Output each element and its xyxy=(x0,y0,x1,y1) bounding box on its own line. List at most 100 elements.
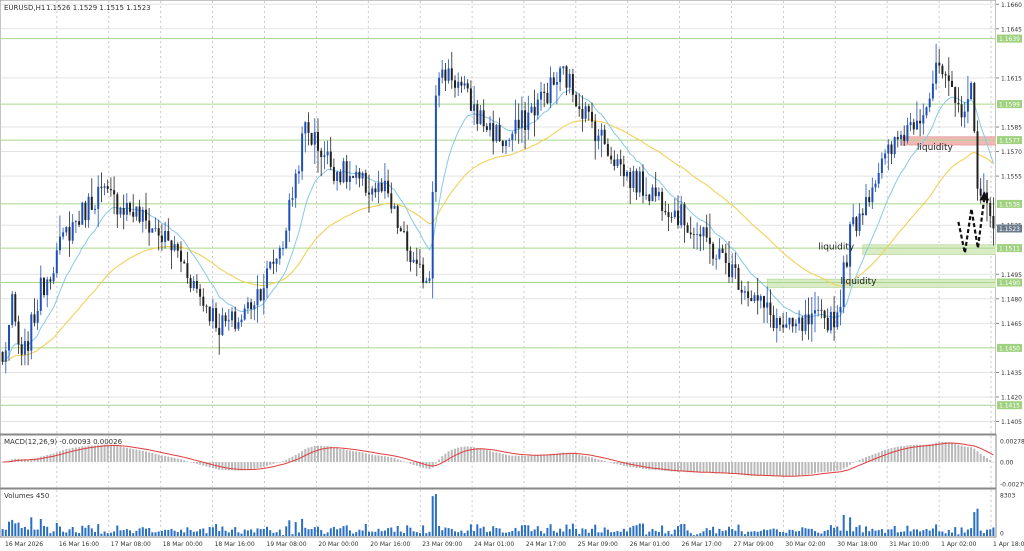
volume-bar xyxy=(849,517,852,536)
volume-bar xyxy=(801,527,804,536)
zone-labels: liquidity liquidity liquidity xyxy=(818,143,953,287)
candle-body xyxy=(297,171,300,174)
volume-bar xyxy=(734,530,737,536)
candle-body xyxy=(648,194,651,202)
candle-body xyxy=(785,324,788,328)
volume-bar xyxy=(524,525,527,536)
candle-body xyxy=(782,324,785,328)
candle-body xyxy=(766,302,769,308)
candle-body xyxy=(775,318,778,329)
candle-body xyxy=(514,119,517,134)
macd-bar xyxy=(297,453,300,462)
volume-bar xyxy=(648,531,651,536)
macd-bar xyxy=(508,455,511,462)
macd-bar xyxy=(46,455,49,462)
volume-bar xyxy=(227,532,230,536)
level-tag-text: 1.1538 xyxy=(999,201,1020,208)
price-tick-label: 1.1570 xyxy=(1001,149,1022,156)
volume-bar xyxy=(256,528,259,536)
macd-bar xyxy=(556,453,558,462)
macd-bar xyxy=(677,462,679,472)
macd-bar xyxy=(180,459,182,462)
volume-bar xyxy=(259,529,262,536)
candle-body xyxy=(342,161,345,183)
macd-bar xyxy=(724,462,727,474)
candle-body xyxy=(931,83,934,99)
volume-bar xyxy=(501,532,504,536)
macd-bar xyxy=(310,446,313,462)
candle-body xyxy=(208,306,211,322)
candle-body xyxy=(11,294,14,325)
candle-body xyxy=(119,208,122,215)
volume-bar xyxy=(724,530,727,536)
macd-bar xyxy=(192,462,195,464)
candle-body xyxy=(403,231,405,232)
time-tick-label: 19 Mar 08:00 xyxy=(267,541,307,548)
macd-bar xyxy=(224,462,227,471)
candle-body xyxy=(473,104,476,111)
volume-bar xyxy=(157,531,160,536)
macd-bar xyxy=(696,462,699,473)
candle-body xyxy=(740,289,743,293)
candle-body xyxy=(14,294,17,322)
candle-body xyxy=(253,305,256,310)
macd-bar xyxy=(584,456,587,462)
candle-body xyxy=(460,81,463,86)
candle-body xyxy=(141,209,144,222)
macd-bar xyxy=(498,453,501,462)
macd-bar xyxy=(339,449,342,462)
level-tag-text: 1.1415 xyxy=(999,403,1020,410)
price-tick-label: 1.1645 xyxy=(1001,26,1022,33)
volume-bar xyxy=(960,527,963,536)
volume-bar xyxy=(517,531,520,536)
macd-bar xyxy=(390,457,393,462)
candle-body xyxy=(304,122,307,134)
volume-bar xyxy=(782,532,785,536)
volume-bar xyxy=(855,527,858,536)
volume-bar xyxy=(65,532,68,536)
macd-bar xyxy=(645,462,648,470)
volume-bar xyxy=(450,529,453,536)
macd-bar xyxy=(839,462,842,471)
macd-bar xyxy=(243,462,246,470)
volume-bar xyxy=(278,529,281,536)
candle-body xyxy=(4,350,7,362)
candle-body xyxy=(106,186,109,189)
macd-bar xyxy=(205,462,208,467)
macd-bar xyxy=(501,454,504,462)
macd-bar xyxy=(565,452,568,462)
volume-bar xyxy=(23,527,26,536)
candle-body xyxy=(683,204,686,226)
macd-bar xyxy=(415,462,418,466)
macd-bar xyxy=(368,454,370,462)
volume-bar xyxy=(371,531,374,536)
volume-bar xyxy=(189,529,192,536)
volume-bar xyxy=(836,526,839,536)
volume-bar xyxy=(839,530,842,536)
macd-bar xyxy=(485,450,488,462)
macd-bar xyxy=(231,462,233,471)
candle-body xyxy=(122,208,125,215)
macd-bar xyxy=(890,448,893,462)
candle-body xyxy=(750,298,753,301)
macd-bar xyxy=(960,445,963,462)
candle-body xyxy=(794,323,797,327)
candle-body xyxy=(326,151,329,156)
candle-body xyxy=(763,296,765,308)
candle-body xyxy=(377,182,380,193)
candle-body xyxy=(278,248,281,259)
macd-bar xyxy=(189,462,192,463)
macd-bar xyxy=(756,462,759,476)
macd-bar xyxy=(559,453,562,462)
volume-bar xyxy=(364,524,367,536)
volume-bar xyxy=(791,529,794,536)
macd-bar xyxy=(164,455,167,462)
time-tick-label: 26 Mar 01:00 xyxy=(630,541,670,548)
volume-bar xyxy=(584,529,587,536)
volume-bar xyxy=(731,529,734,536)
macd-bar xyxy=(1,462,4,463)
candle-body xyxy=(973,83,976,132)
macd-bar xyxy=(412,462,415,465)
volume-bar xyxy=(740,531,743,536)
macd-bar xyxy=(613,462,616,464)
